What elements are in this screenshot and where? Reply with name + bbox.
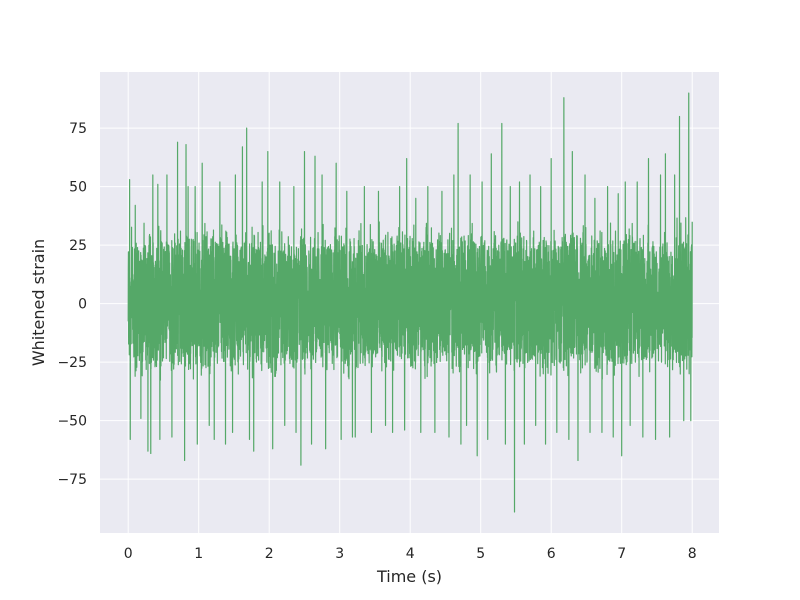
y-tick-label: 50 xyxy=(69,180,87,196)
x-tick-label: 3 xyxy=(335,546,344,562)
y-tick-label: 25 xyxy=(69,238,87,254)
x-tick-label: 4 xyxy=(406,546,415,562)
y-axis-label: Whitened strain xyxy=(29,239,48,366)
y-tick-labels: −75 −50 −25 0 25 50 75 xyxy=(57,121,87,488)
y-tick-label: −75 xyxy=(57,472,87,488)
x-tick-label: 0 xyxy=(124,546,133,562)
x-tick-label: 7 xyxy=(617,546,626,562)
x-axis-label: Time (s) xyxy=(376,567,442,586)
y-tick-label: −25 xyxy=(57,355,87,371)
x-tick-label: 5 xyxy=(476,546,485,562)
series-line xyxy=(127,92,693,513)
y-tick-label: 0 xyxy=(78,297,87,313)
y-tick-label: 75 xyxy=(69,121,87,137)
x-tick-labels: 0 1 2 3 4 5 6 7 8 xyxy=(124,546,697,562)
x-tick-label: 8 xyxy=(688,546,697,562)
x-tick-label: 1 xyxy=(194,546,203,562)
x-tick-label: 2 xyxy=(265,546,274,562)
y-tick-label: −50 xyxy=(57,414,87,430)
x-tick-label: 6 xyxy=(547,546,556,562)
